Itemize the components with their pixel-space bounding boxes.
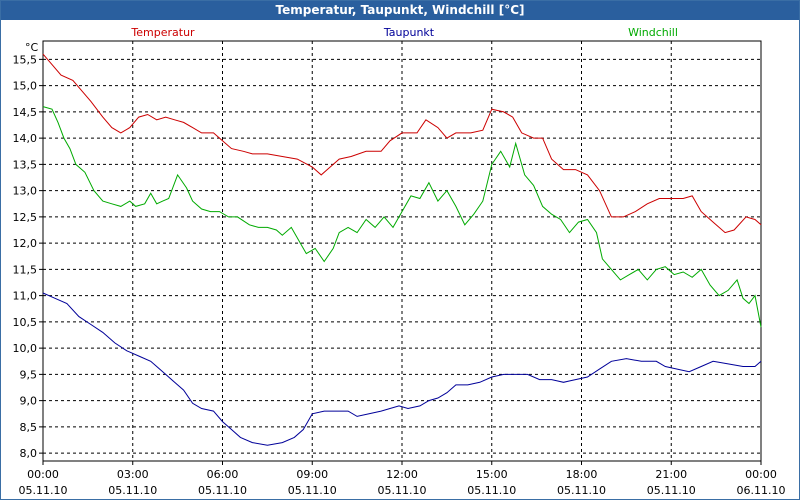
y-tick-label: 11,0: [13, 290, 38, 303]
y-tick-label: 12,5: [13, 211, 38, 224]
x-tick-time-label: 00:00: [745, 468, 777, 481]
legend-entry-temperatur: Temperatur: [130, 26, 195, 39]
x-tick-time-label: 06:00: [207, 468, 239, 481]
y-tick-label: 14,5: [13, 106, 38, 119]
y-tick-label: 10,5: [13, 316, 38, 329]
x-tick-time-label: 03:00: [117, 468, 149, 481]
x-axis: 00:00 05.11.10 03:00 05.11.10 06:00 05.11.10 0…: [19, 461, 786, 497]
x-tick-time-label: 18:00: [566, 468, 598, 481]
x-tick-date-label: 05.11.10: [647, 484, 696, 497]
x-tick-time-label: 12:00: [386, 468, 418, 481]
y-tick-label: 8,5: [20, 421, 38, 434]
legend-entry-taupunkt: Taupunkt: [383, 26, 435, 39]
y-tick-label: 14,0: [13, 132, 38, 145]
x-tick-date-label: 05.11.10: [108, 484, 157, 497]
x-tick-date-label: 05.11.10: [557, 484, 606, 497]
y-tick-label: 13,5: [13, 158, 38, 171]
legend-entry-windchill: Windchill: [628, 26, 678, 39]
x-tick-date-label: 05.11.10: [378, 484, 427, 497]
y-axis: °C 8,0 8,5 9,0 9,5 10,0 10,5 11,0 11,5 12,0 12,5 1…: [13, 41, 43, 460]
y-tick-label: 13,0: [13, 185, 38, 198]
y-axis-unit-label: °C: [25, 41, 39, 54]
x-tick-time-label: 09:00: [296, 468, 328, 481]
x-tick-time-label: 15:00: [476, 468, 508, 481]
y-tick-label: 8,0: [20, 447, 38, 460]
y-tick-label: 12,0: [13, 237, 38, 250]
series-line-temperatur: [42, 53, 762, 234]
x-tick-time-label: 00:00: [27, 468, 59, 481]
x-tick-date-label: 05.11.10: [198, 484, 247, 497]
x-tick-date-label: 05.11.10: [19, 484, 68, 497]
series-line-taupunkt: [42, 292, 762, 446]
y-tick-label: 11,5: [13, 263, 38, 276]
y-tick-label: 9,5: [20, 368, 38, 381]
y-tick-label: 9,0: [20, 395, 38, 408]
grid-lines: [43, 41, 761, 461]
x-tick-date-label: 06.11.10: [737, 484, 786, 497]
chart-title-bar: Temperatur, Taupunkt, Windchill [°C]: [1, 1, 799, 20]
y-tick-label: 15,5: [13, 53, 38, 66]
x-tick-date-label: 05.11.10: [288, 484, 337, 497]
y-tick-label: 10,0: [13, 342, 38, 355]
x-tick-time-label: 21:00: [655, 468, 687, 481]
chart-canvas: °C 8,0 8,5 9,0 9,5 10,0 10,5 11,0 11,5 12,0 12,5 1…: [13, 26, 786, 497]
y-tick-label: 15,0: [13, 80, 38, 93]
legend: Temperatur Taupunkt Windchill: [130, 26, 678, 39]
series-line-windchill: [42, 106, 762, 328]
series-lines: [42, 53, 762, 446]
x-tick-date-label: 05.11.10: [467, 484, 516, 497]
